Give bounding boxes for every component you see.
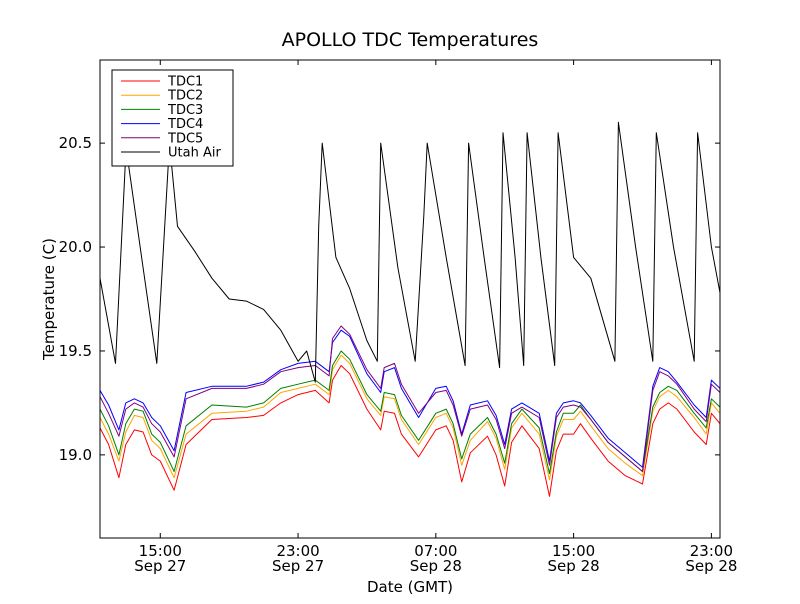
series-line-tdc5 (100, 325, 720, 472)
x-tick-label-time: 23:00 (276, 542, 319, 560)
x-tick-label-time: 15:00 (552, 542, 595, 560)
x-tick-label-date: Sep 27 (134, 557, 186, 575)
legend-label-tdc5: TDC5 (167, 131, 203, 146)
legend-label-tdc3: TDC3 (167, 103, 203, 118)
series-line-tdc4 (100, 329, 720, 468)
y-tick-label: 19.5 (59, 342, 92, 360)
x-tick-label-time: 07:00 (414, 542, 457, 560)
legend-label-tdc1: TDC1 (167, 75, 203, 90)
chart-title: APOLLO TDC Temperatures (282, 29, 539, 51)
series-line-tdc2 (100, 354, 720, 481)
x-tick-label-date: Sep 28 (685, 557, 737, 575)
x-tick-label-date: Sep 27 (272, 557, 324, 575)
x-tick-label-time: 23:00 (690, 542, 733, 560)
x-tick-label-date: Sep 28 (548, 557, 600, 575)
plot-frame (99, 59, 721, 539)
y-tick-label: 20.5 (59, 134, 92, 152)
legend-label-tdc4: TDC4 (167, 117, 203, 132)
series-line-tdc1 (100, 365, 720, 497)
y-axis-label: Temperature (C) (40, 238, 58, 361)
legend-label-tdc2: TDC2 (167, 89, 203, 104)
x-tick-label-date: Sep 28 (410, 557, 462, 575)
y-tick-label: 20.0 (59, 238, 92, 256)
series-line-utah-air (100, 121, 720, 383)
legend-box (111, 69, 234, 167)
x-tick-label-time: 15:00 (139, 542, 182, 560)
x-axis-label: Date (GMT) (367, 578, 453, 596)
legend-label-utah-air: Utah Air (168, 146, 221, 161)
y-tick-label: 19.0 (59, 446, 92, 464)
